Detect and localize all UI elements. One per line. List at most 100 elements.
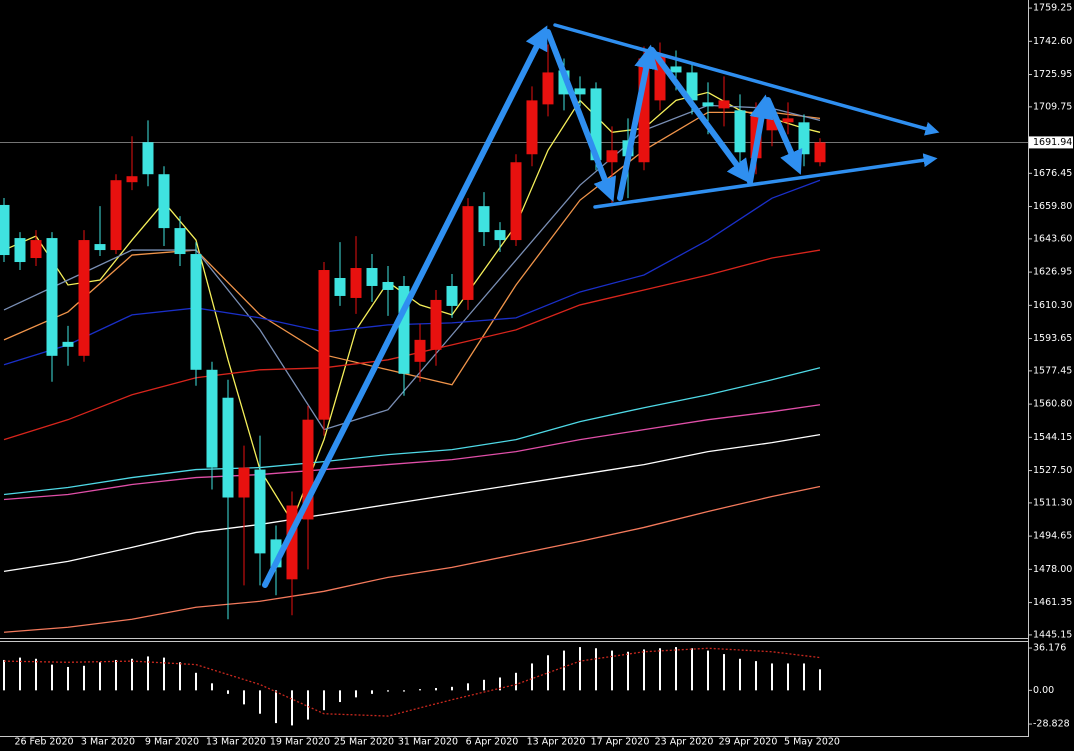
histogram-bar xyxy=(371,690,373,694)
y-tick-label: -28.828 xyxy=(1033,719,1070,730)
candle-body xyxy=(814,142,826,163)
candle-body xyxy=(206,369,218,468)
x-tick-label: 31 Mar 2020 xyxy=(398,737,458,748)
histogram-bar xyxy=(195,672,197,691)
histogram-bar xyxy=(419,689,421,691)
arrow xyxy=(545,29,617,202)
candle-body xyxy=(0,204,10,256)
x-tick-label: 23 Apr 2020 xyxy=(655,737,714,748)
y-tick-label: 1709.75 xyxy=(1033,101,1072,112)
histogram-bar xyxy=(131,658,133,691)
histogram-bar xyxy=(819,669,821,691)
y-tick-label: 1676.45 xyxy=(1033,168,1072,179)
histogram-bar xyxy=(771,663,773,691)
indicator-line xyxy=(3,434,821,572)
candle-body xyxy=(542,72,554,105)
histogram-bar xyxy=(3,659,5,691)
histogram-bar xyxy=(787,663,789,691)
candle-body xyxy=(414,339,426,362)
histogram-bar xyxy=(99,662,101,691)
histogram-bar xyxy=(163,657,165,691)
candle-body xyxy=(78,240,90,356)
y-tick-label: 1742.60 xyxy=(1033,36,1072,47)
histogram-bar xyxy=(51,664,53,691)
histogram-bar xyxy=(755,661,757,691)
histogram-bar xyxy=(739,658,741,691)
x-tick-label: 25 Mar 2020 xyxy=(334,737,394,748)
candle-body xyxy=(222,397,234,498)
candle-body xyxy=(398,285,410,374)
candle-body xyxy=(718,100,730,109)
candle-body xyxy=(734,110,746,153)
histogram-bar xyxy=(723,654,725,691)
histogram-bar xyxy=(627,651,629,691)
y-tick-label: 1593.65 xyxy=(1033,333,1072,344)
current-price-box xyxy=(1029,136,1073,149)
y-tick-label: 1478.00 xyxy=(1033,564,1072,575)
arrow xyxy=(649,47,751,184)
x-tick-label: 17 Apr 2020 xyxy=(591,737,650,748)
indicator-line xyxy=(3,367,821,496)
candle-body xyxy=(654,54,666,101)
histogram-bar xyxy=(403,690,405,692)
y-tick-label: 1494.65 xyxy=(1033,531,1072,542)
x-tick-label: 9 Mar 2020 xyxy=(145,737,199,748)
candle-body xyxy=(430,299,442,350)
candle-body xyxy=(270,539,282,568)
histogram-bar xyxy=(83,665,85,691)
histogram-bar xyxy=(19,657,21,691)
candle-body xyxy=(190,254,202,370)
y-tick-label: 1759.25 xyxy=(1033,3,1072,14)
candle-body xyxy=(446,285,458,306)
trend-line xyxy=(593,153,938,209)
candle-body xyxy=(94,244,106,251)
candle-body xyxy=(334,277,346,296)
histogram-bar xyxy=(691,648,693,691)
histogram-bar xyxy=(515,672,517,691)
histogram-bar xyxy=(563,650,565,691)
y-tick-label: 1511.30 xyxy=(1033,497,1072,508)
y-tick-label: 1544.15 xyxy=(1033,432,1072,443)
y-tick-label: 1610.30 xyxy=(1033,300,1072,311)
y-tick-label: 1577.45 xyxy=(1033,365,1072,376)
y-tick-label: 0.00 xyxy=(1033,685,1054,696)
x-tick-label: 13 Mar 2020 xyxy=(206,737,266,748)
histogram-bar xyxy=(643,649,645,691)
histogram-bar xyxy=(307,690,309,720)
candle-body xyxy=(702,102,714,107)
histogram-bar xyxy=(483,679,485,691)
histogram-bar xyxy=(611,650,613,691)
histogram-bar xyxy=(579,647,581,691)
histogram-bar xyxy=(499,677,501,691)
histogram-bar xyxy=(291,690,293,726)
candle-body xyxy=(126,176,138,183)
candle-body xyxy=(142,142,154,175)
x-tick-label: 6 Apr 2020 xyxy=(466,737,519,748)
arrow xyxy=(617,44,658,201)
plot-area xyxy=(0,7,1032,726)
histogram-bar xyxy=(547,655,549,691)
candle-body xyxy=(318,270,330,420)
candle-body xyxy=(494,230,506,241)
x-tick-label: 5 May 2020 xyxy=(784,737,840,748)
y-tick-label: 36.176 xyxy=(1033,643,1066,654)
current-price-label: 1691.94 xyxy=(1033,137,1072,148)
candle-body xyxy=(686,72,698,101)
histogram-bar xyxy=(387,690,389,692)
arrow xyxy=(765,97,803,175)
histogram-bar xyxy=(707,650,709,691)
histogram-bar xyxy=(211,683,213,691)
y-tick-label: 1445.15 xyxy=(1033,629,1072,640)
x-tick-label: 19 Mar 2020 xyxy=(270,737,330,748)
candle-body xyxy=(510,162,522,241)
candle-body xyxy=(366,268,378,286)
candle-body xyxy=(254,469,266,554)
histogram-bar xyxy=(179,662,181,691)
candle-body xyxy=(62,341,74,347)
candle-body xyxy=(350,268,362,298)
indicator-line xyxy=(3,485,821,633)
histogram-bar xyxy=(35,658,37,691)
histogram-bar xyxy=(467,683,469,691)
y-tick-label: 1725.95 xyxy=(1033,69,1072,80)
candle-body xyxy=(238,467,250,498)
